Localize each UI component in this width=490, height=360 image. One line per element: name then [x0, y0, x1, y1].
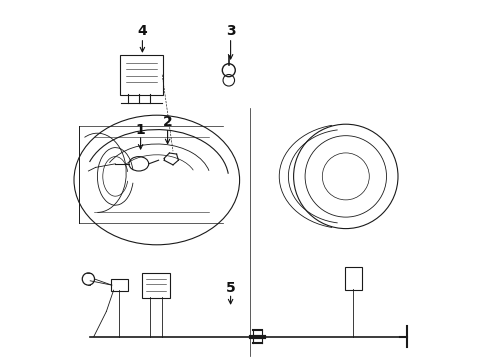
- Text: 1: 1: [136, 123, 146, 136]
- Text: 3: 3: [226, 24, 235, 37]
- Text: 4: 4: [138, 24, 147, 37]
- Text: 5: 5: [226, 281, 236, 295]
- Text: 2: 2: [163, 116, 172, 129]
